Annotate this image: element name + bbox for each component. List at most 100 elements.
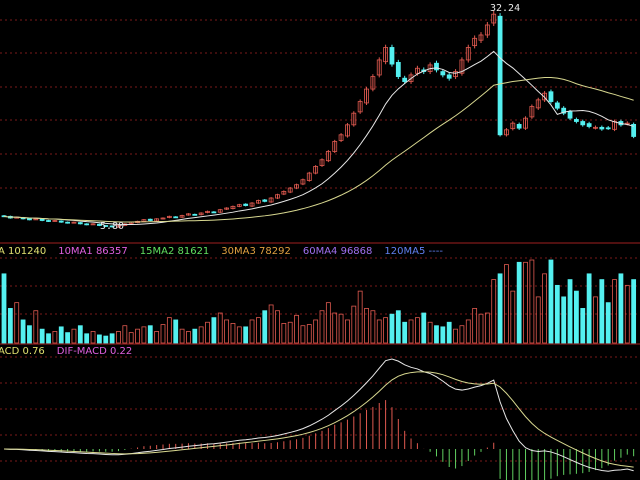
volume-bar xyxy=(567,279,573,344)
volume-bar xyxy=(402,321,408,344)
volume-bar xyxy=(338,313,344,344)
volume-bar xyxy=(71,328,77,344)
dif-line xyxy=(3,358,634,472)
candle-body xyxy=(357,101,363,113)
volume-bar xyxy=(84,333,90,344)
candle-body xyxy=(440,71,446,76)
volume-legend: A 101240 10MA1 86357 15MA2 81621 30MA3 7… xyxy=(0,246,443,257)
volume-bar xyxy=(465,319,471,344)
volume-bar xyxy=(205,321,210,344)
candle-body xyxy=(287,187,293,193)
candle-body xyxy=(179,215,185,218)
volume-bar xyxy=(504,264,509,344)
candle-body xyxy=(599,126,605,130)
candle-body xyxy=(446,74,452,79)
candle-body xyxy=(313,166,319,174)
candle-body xyxy=(268,197,274,203)
volume-bar xyxy=(249,319,255,344)
volume-bar xyxy=(593,296,598,344)
candle-body xyxy=(217,209,223,213)
volume-bar xyxy=(446,321,452,344)
volume-bar xyxy=(154,331,160,344)
volume-bar xyxy=(618,273,624,344)
volume-bar xyxy=(345,319,350,344)
candle-body xyxy=(46,220,51,222)
candle-body xyxy=(631,123,637,137)
candle-body xyxy=(33,218,39,221)
candle-body xyxy=(364,88,369,104)
volume-bar xyxy=(255,317,261,344)
volume-bar xyxy=(128,332,134,344)
candle-body xyxy=(325,151,331,162)
candle-body xyxy=(345,124,350,137)
volume-bar xyxy=(52,331,58,344)
volume-bar xyxy=(262,310,268,344)
candle-body xyxy=(395,61,401,77)
vol-legend-4: 60MA4 96868 xyxy=(302,246,373,257)
candle-body xyxy=(205,210,210,213)
candle-body xyxy=(574,119,579,122)
candle-body xyxy=(166,215,172,218)
volume-bar xyxy=(294,314,299,344)
volume-bar xyxy=(147,325,153,344)
volume-bar xyxy=(7,308,13,344)
volume-bar xyxy=(586,273,592,344)
volume-bar xyxy=(116,331,121,344)
volume-bar xyxy=(414,317,420,344)
volume-bar xyxy=(179,328,185,344)
candle-body xyxy=(147,218,153,221)
high-price-label: 32.24 xyxy=(490,3,521,14)
candle-body xyxy=(542,92,547,101)
candle-body xyxy=(516,123,522,129)
volume-bar xyxy=(332,312,338,344)
candle-body xyxy=(567,111,573,119)
candle-body xyxy=(84,223,90,226)
candle-body xyxy=(453,71,458,78)
volume-bar xyxy=(236,326,242,344)
candle-body xyxy=(510,122,516,130)
volume-bar xyxy=(306,324,312,344)
candle-body xyxy=(523,117,528,129)
candle-body xyxy=(154,218,160,222)
volume-bar xyxy=(561,296,567,344)
volume-bar xyxy=(275,310,280,344)
candle-body xyxy=(249,202,255,207)
vol-legend-1: 10MA1 86357 xyxy=(58,246,128,257)
volume-bar xyxy=(484,312,490,344)
candle-body xyxy=(414,67,420,74)
volume-bar xyxy=(510,290,516,344)
candle-body xyxy=(71,221,77,224)
candle-body xyxy=(561,107,567,114)
volume-bar xyxy=(383,317,389,344)
volume-bar xyxy=(523,261,528,344)
volume-bar xyxy=(224,319,230,344)
candle-body xyxy=(281,190,287,195)
volume-bar xyxy=(529,259,535,344)
candle-body xyxy=(504,129,509,136)
volume-bar xyxy=(217,312,223,344)
volume-bar xyxy=(453,328,458,344)
volume-bar xyxy=(472,308,478,344)
candle-body xyxy=(434,62,439,71)
candle-body xyxy=(77,222,83,225)
candle-body xyxy=(548,91,554,102)
volume-bar xyxy=(542,273,547,344)
volume-bar xyxy=(90,331,96,344)
vol-legend-5: 120MA5 ---- xyxy=(384,246,443,257)
vol-legend-3: 30MA3 78292 xyxy=(221,246,291,257)
ma30-line xyxy=(3,76,634,223)
volume-bar xyxy=(497,273,503,344)
ma10-line xyxy=(3,50,634,226)
vol-legend-0: A 101240 xyxy=(0,246,47,257)
candle-body xyxy=(586,123,592,127)
candle-body xyxy=(408,74,414,82)
volume-bar xyxy=(20,319,26,344)
volume-bar xyxy=(122,325,128,344)
candle-body xyxy=(472,37,478,47)
candle-body xyxy=(459,59,465,74)
candle-body xyxy=(484,24,490,36)
volume-bar xyxy=(631,279,637,344)
volume-bar xyxy=(440,326,446,344)
low-price-label: 5.80 xyxy=(100,221,125,232)
